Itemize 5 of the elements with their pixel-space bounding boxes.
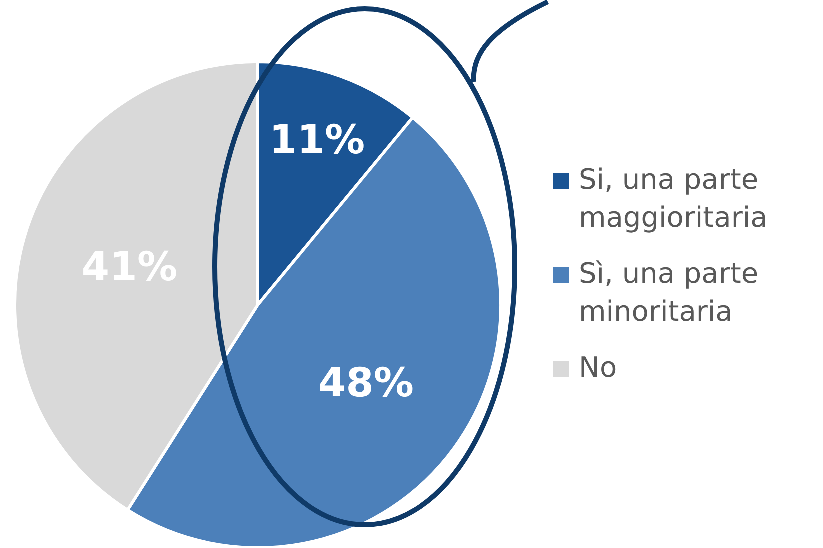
data-label: 11%	[269, 117, 366, 164]
legend-label: Si, una parte maggioritaria	[579, 162, 769, 236]
legend-label: No	[579, 350, 618, 386]
data-label: 48%	[318, 360, 414, 407]
legend-label: Sì, una parte minoritaria	[579, 256, 760, 330]
